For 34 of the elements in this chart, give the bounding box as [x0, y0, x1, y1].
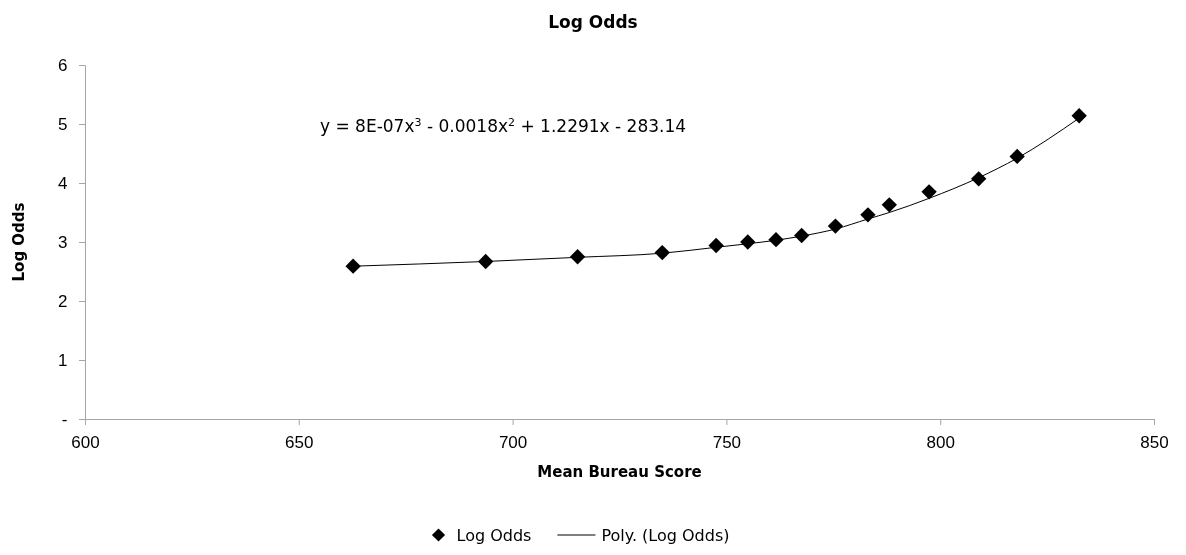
y-tick-label: 5 [58, 114, 68, 134]
point [740, 234, 756, 250]
point [881, 197, 897, 213]
point [477, 253, 494, 270]
point [860, 207, 876, 223]
point [768, 231, 784, 248]
y-axis-title: Log Odds [10, 202, 28, 282]
chart-title: Log Odds [548, 12, 638, 32]
x-axis-title: Mean Bureau Score [537, 463, 702, 481]
x-tick-label: 850 [1140, 433, 1169, 453]
y-tick-label: 4 [58, 173, 68, 193]
y-tick-label: - [61, 409, 68, 429]
point [971, 171, 987, 187]
point [827, 218, 844, 234]
legend-label: Log Odds [456, 526, 532, 545]
y-tick-label: 6 [58, 55, 68, 75]
y-tick-label: 3 [58, 232, 68, 252]
point [708, 237, 724, 254]
point [654, 244, 670, 261]
x-tick-label: 650 [285, 433, 314, 453]
legend-label: Poly. (Log Odds) [601, 526, 730, 545]
point [569, 249, 586, 265]
x-tick-label: 700 [498, 433, 528, 453]
point [1071, 108, 1087, 124]
point [1009, 148, 1025, 165]
y-tick-label: 2 [58, 291, 68, 311]
point [793, 227, 810, 244]
annotation: y = 8E-07x$^{3}$ - 0.0018x$^{2}$ + 1.2291x - 283.14 [320, 115, 687, 136]
x-tick-label: 600 [71, 433, 100, 453]
point [921, 184, 937, 200]
point [345, 258, 361, 274]
y-tick-label: 1 [58, 350, 68, 370]
x-tick-label: 750 [712, 433, 742, 453]
x-tick-label: 800 [926, 433, 955, 453]
